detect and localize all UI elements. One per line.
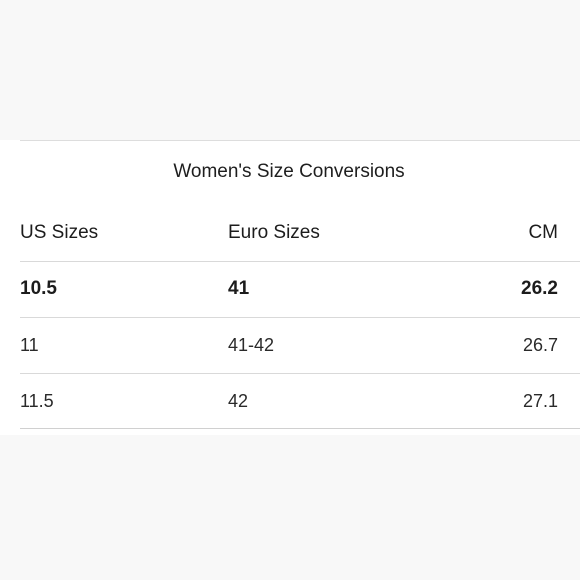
table-row: 11.5 42 27.1 — [20, 373, 560, 429]
column-header-cm: CM — [528, 222, 558, 243]
table-row: 11 41-42 26.7 — [20, 317, 560, 373]
cell-cm: 27.1 — [522, 391, 558, 411]
cell-us-size: 11 — [20, 335, 39, 355]
cell-us-size: 10.5 — [20, 278, 57, 299]
cell-us-size: 11.5 — [20, 391, 54, 411]
top-divider — [20, 140, 580, 141]
column-header-euro-sizes: Euro Sizes — [228, 222, 320, 243]
size-table-panel — [0, 140, 580, 435]
table-row: 10.5 41 26.2 — [20, 261, 560, 317]
column-header-us-sizes: US Sizes — [20, 222, 99, 243]
table-header-row: US Sizes Euro Sizes CM — [20, 205, 560, 261]
row-divider — [20, 317, 580, 318]
table-caption: Women's Size Conversions — [173, 161, 405, 182]
cell-euro-size: 41 — [228, 278, 250, 299]
cell-cm: 26.2 — [521, 278, 558, 299]
cell-euro-size: 42 — [228, 391, 249, 411]
row-divider — [20, 261, 580, 262]
cell-cm: 26.7 — [522, 335, 558, 355]
bottom-background — [0, 435, 580, 580]
cell-euro-size: 41-42 — [228, 335, 275, 355]
table-bottom-divider — [20, 428, 580, 429]
row-divider — [20, 373, 580, 374]
top-background — [0, 0, 580, 140]
